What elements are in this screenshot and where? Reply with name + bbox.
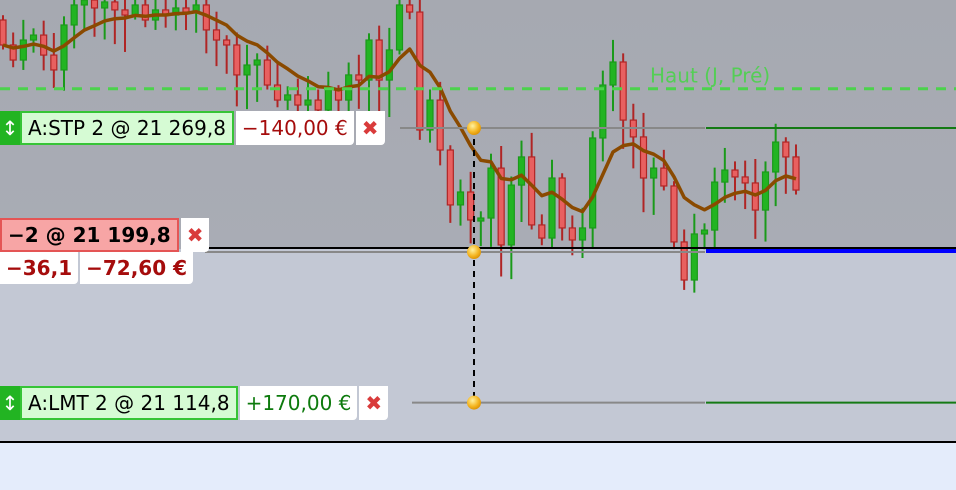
order-label[interactable]: A:LMT 2 @ 21 114,8: [20, 385, 238, 420]
candle-down: [782, 141, 790, 158]
position-qty: −2: [8, 223, 39, 248]
candle-down: [467, 191, 475, 221]
candle-up: [243, 64, 251, 76]
candle-down: [50, 54, 58, 71]
order-type: A:STP: [28, 116, 86, 141]
order-type: A:LMT: [28, 390, 89, 415]
candle-down: [9, 44, 17, 61]
candle-up: [101, 1, 109, 9]
candle-down: [141, 4, 149, 21]
candle-up: [650, 167, 658, 179]
candle-down: [223, 39, 231, 46]
candle-down: [538, 224, 546, 239]
order-qty: 2: [95, 390, 108, 415]
candle-up: [599, 84, 607, 139]
order-price: 21 269,8: [136, 116, 226, 141]
candle-down: [355, 74, 363, 81]
candle-up: [304, 99, 312, 106]
candle-down: [436, 99, 444, 151]
candle-down: [121, 9, 129, 16]
candle-down: [111, 1, 119, 11]
position-label[interactable]: −2 @ 21 199,8: [0, 218, 179, 253]
candle-up: [80, 0, 88, 6]
candle-down: [263, 59, 271, 86]
candle-down: [294, 94, 302, 106]
position-pnl: −72,60 €: [80, 252, 194, 285]
close-x-icon[interactable]: ✖: [359, 385, 389, 420]
candle-up: [589, 137, 597, 229]
close-x-icon[interactable]: ✖: [355, 111, 385, 146]
candle-down: [670, 185, 678, 243]
candle-down: [233, 44, 241, 76]
candle-down: [416, 11, 424, 131]
candle-up: [721, 169, 729, 183]
candle-down: [314, 99, 322, 111]
candle-down: [680, 241, 688, 281]
order-tag-limit[interactable]: ↕ A:LMT 2 @ 21 114,8 +170,00 € ✖: [0, 385, 389, 420]
candle-down: [0, 19, 7, 46]
candle-up: [507, 184, 515, 246]
order-pnl: −140,00 €: [235, 111, 354, 146]
candle-down: [660, 167, 668, 187]
candle-up: [578, 227, 587, 241]
candle-up: [385, 49, 393, 81]
candle-down: [619, 61, 627, 121]
candle-up: [70, 4, 78, 26]
previous-day-high-label: Haut (J, Pré): [650, 64, 770, 88]
candle-down: [212, 29, 221, 41]
candle-down: [497, 167, 505, 246]
candle-down: [741, 176, 749, 184]
candle-up: [517, 156, 526, 186]
drag-updown-icon[interactable]: ↕: [0, 111, 20, 146]
close-x-icon[interactable]: ✖: [180, 218, 210, 253]
order-handle-dot[interactable]: [467, 121, 481, 136]
candle-up: [772, 141, 780, 173]
candle-down: [273, 84, 282, 101]
candle-up: [19, 39, 27, 61]
candle-down: [639, 136, 648, 179]
candle-down: [406, 4, 414, 13]
candle-up: [477, 217, 485, 222]
candle-down: [568, 227, 576, 241]
order-at: @: [114, 390, 135, 415]
chart-bottom-border: [0, 441, 956, 443]
position-points: −36,1: [0, 252, 79, 285]
position-price: 21 199,8: [72, 223, 171, 248]
candle-down: [792, 156, 800, 191]
moving-average-line: [2, 9, 797, 214]
order-at: @: [110, 116, 131, 141]
candle-down: [446, 149, 454, 206]
candle-up: [284, 94, 292, 101]
candle-up: [456, 191, 465, 206]
candle-up: [29, 34, 38, 41]
candle-up: [548, 177, 556, 239]
candle-down: [375, 39, 383, 81]
candle-up: [426, 99, 434, 131]
candle-up: [131, 4, 139, 16]
candle-up: [700, 229, 709, 235]
candle-down: [528, 156, 536, 226]
order-qty: 2: [91, 116, 105, 141]
candle-up: [487, 167, 495, 219]
drag-updown-icon[interactable]: ↕: [0, 385, 20, 420]
order-pnl: +170,00 €: [239, 385, 358, 420]
candle-down: [731, 169, 739, 178]
candle-up: [690, 233, 698, 281]
order-handle-dot[interactable]: [467, 245, 481, 260]
candle-up: [365, 39, 373, 81]
candle-up: [395, 4, 404, 51]
position-tag[interactable]: −2 @ 21 199,8 ✖ −36,1 −72,60 €: [0, 218, 210, 285]
order-label[interactable]: A:STP 2 @ 21 269,8: [20, 111, 234, 146]
position-at: @: [45, 223, 66, 248]
candle-up: [609, 61, 617, 86]
order-handle-dot[interactable]: [467, 395, 481, 410]
order-price: 21 114,8: [140, 390, 230, 415]
candle-up: [253, 59, 261, 66]
candle-up: [324, 89, 332, 111]
order-tag-stop[interactable]: ↕ A:STP 2 @ 21 269,8 −140,00 € ✖: [0, 111, 385, 146]
candle-down: [90, 0, 99, 9]
